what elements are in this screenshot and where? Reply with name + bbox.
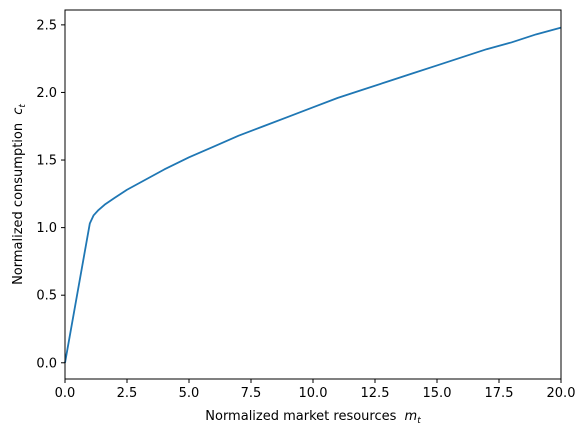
x-tick-label: 5.0 — [179, 386, 200, 401]
y-tick-label: 1.0 — [36, 221, 57, 236]
y-tick-label: 2.5 — [36, 18, 57, 33]
x-tick-label: 12.5 — [361, 386, 390, 401]
x-tick-label: 17.5 — [485, 386, 514, 401]
x-axis-label: Normalized market resources mt — [205, 409, 421, 426]
x-tick-label: 20.0 — [547, 386, 576, 401]
y-axis-label-text: Normalized consumption — [11, 123, 26, 285]
consumption-function-line-0 — [64, 26, 562, 363]
x-tick-label: 2.5 — [117, 386, 138, 401]
x-tick-label: 10.0 — [299, 386, 328, 401]
x-axis-label-var: m — [405, 409, 418, 424]
x-axis-label-text: Normalized market resources — [205, 409, 396, 424]
y-axis-label-var: c — [11, 108, 26, 115]
y-tick-label: 1.5 — [36, 154, 57, 169]
y-axis-label: Normalized consumption ct — [11, 104, 28, 285]
x-tick-label: 7.5 — [241, 386, 262, 401]
x-tick-label: 15.0 — [423, 386, 452, 401]
y-tick-label: 0.5 — [36, 289, 57, 304]
y-tick-label: 2.0 — [36, 86, 57, 101]
y-tick-label: 0.0 — [36, 356, 57, 371]
x-tick-label: 0.0 — [55, 386, 76, 401]
axes-frame — [64, 9, 562, 380]
x-axis-label-subscript: t — [417, 416, 421, 426]
y-axis-label-subscript: t — [18, 104, 28, 108]
